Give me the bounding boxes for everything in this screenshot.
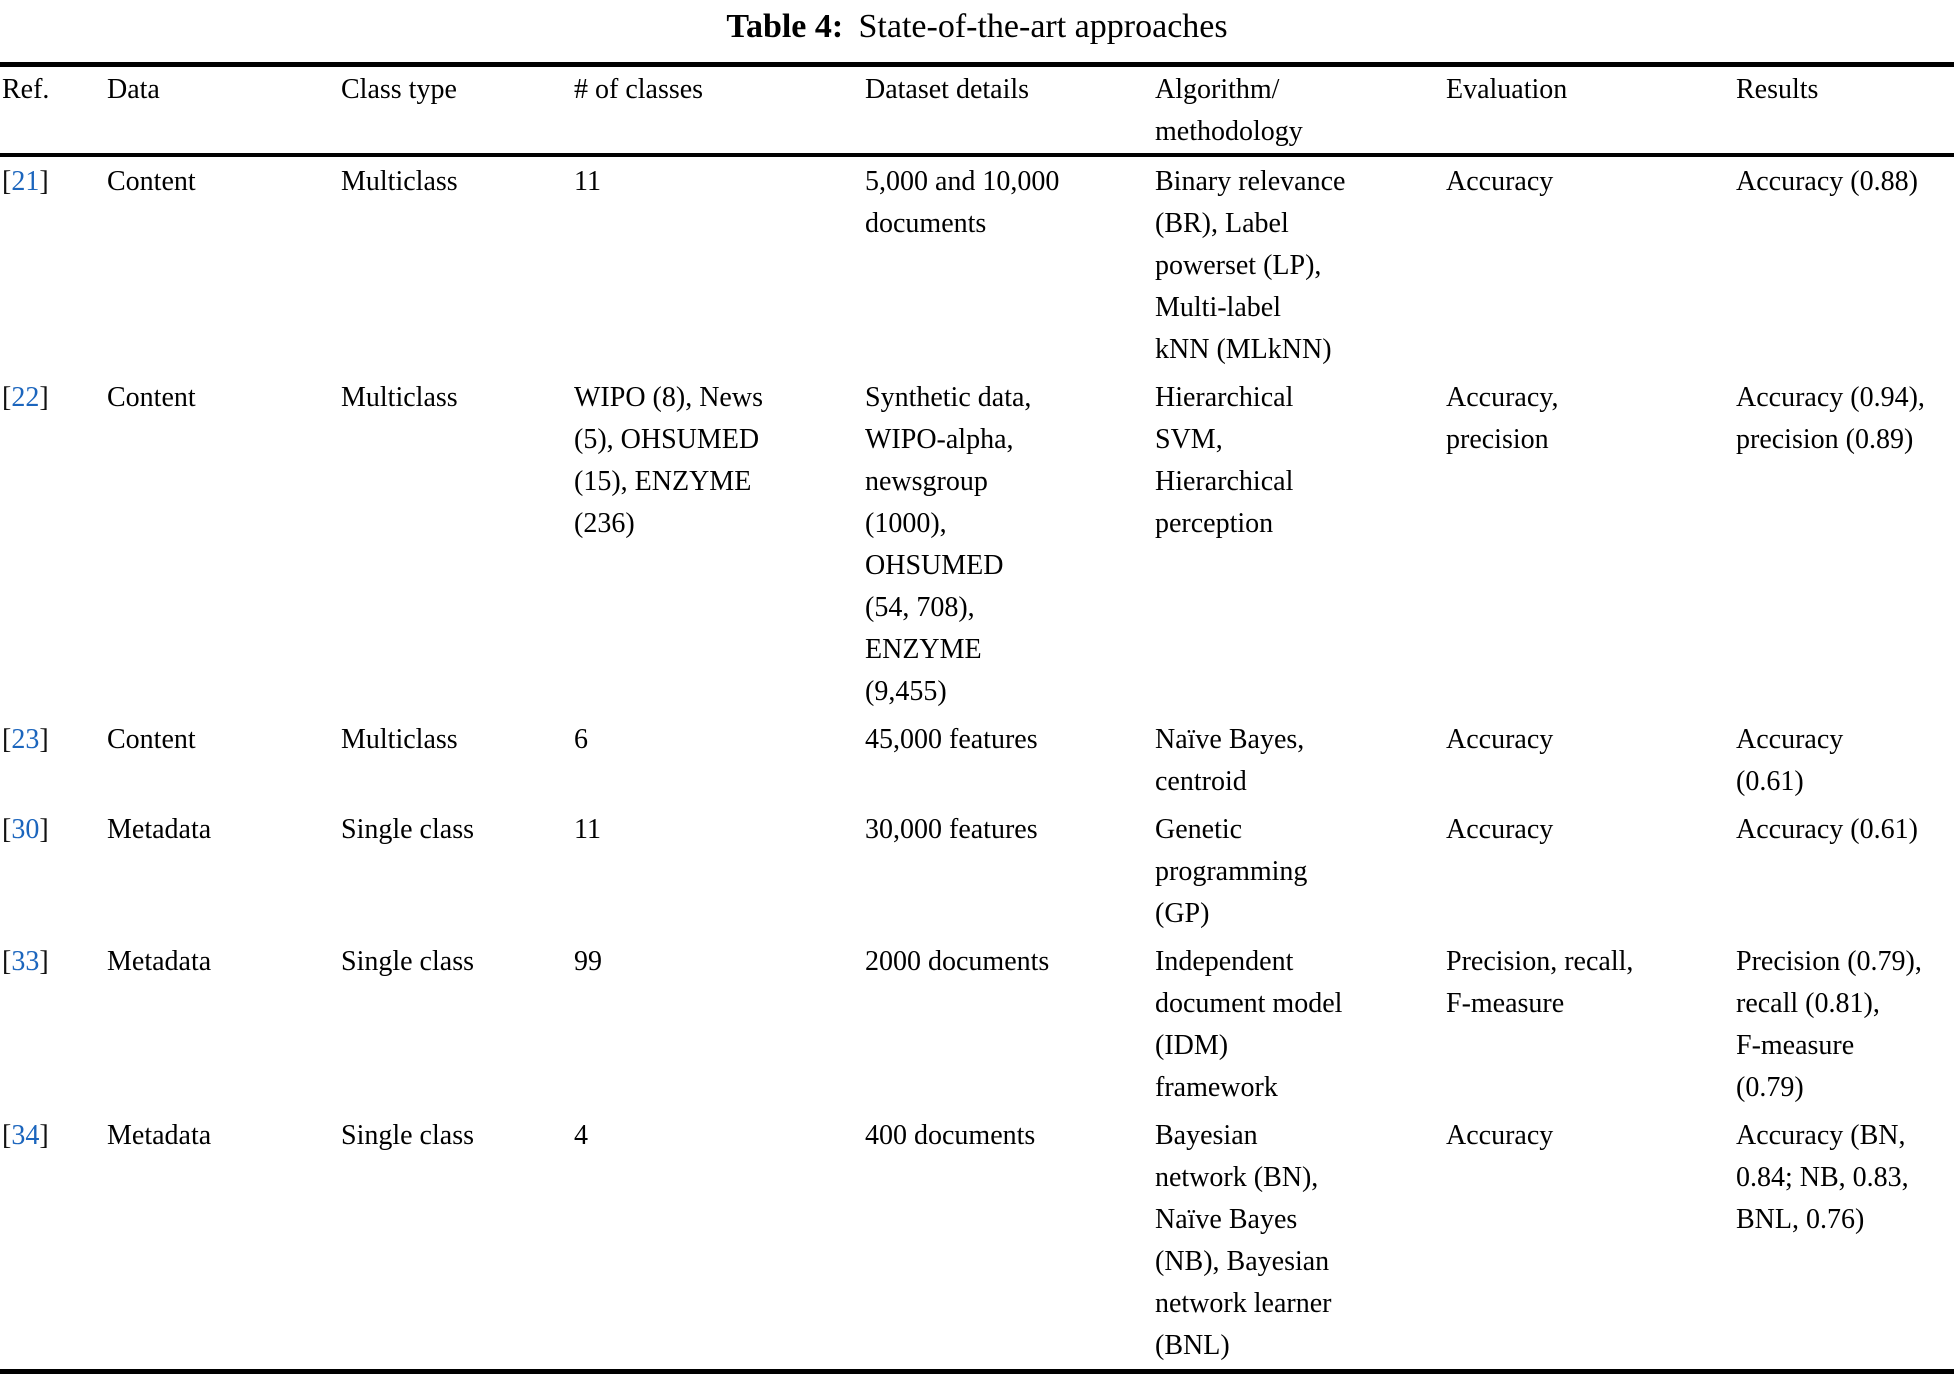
table-row: [34] Metadata Single class 4 400 documen…	[0, 1111, 1954, 1372]
table-caption-label: Table 4:	[726, 8, 844, 45]
citation-link[interactable]: 33	[11, 946, 40, 977]
ref-bracket-close: ]	[39, 814, 49, 845]
cell-algorithm: Naïve Bayes, centroid	[1155, 724, 1305, 797]
cell-ref: [30]	[0, 805, 107, 937]
table-row: [22] Content Multiclass WIPO (8), News (…	[0, 373, 1954, 715]
cell-results: Precision (0.79), recall (0.81), F-measu…	[1736, 946, 1922, 1103]
ref-bracket-open: [	[2, 814, 12, 845]
cell-data: Metadata	[107, 814, 212, 845]
cell-ref: [33]	[0, 937, 107, 1111]
ref-bracket-close: ]	[39, 724, 49, 755]
citation-link[interactable]: 34	[11, 1120, 40, 1151]
ref-bracket-open: [	[2, 166, 12, 197]
cell-evaluation: Precision, recall, F-measure	[1446, 946, 1634, 1019]
citation-link[interactable]: 23	[11, 724, 40, 755]
cell-evaluation: Accuracy, precision	[1446, 382, 1559, 455]
col-header-num-classes: # of classes	[574, 64, 865, 157]
ref-bracket-close: ]	[39, 946, 49, 977]
table-caption: Table 4: State-of-the-art approaches	[0, 0, 1954, 62]
cell-evaluation: Accuracy	[1446, 814, 1554, 845]
ref-bracket-close: ]	[39, 166, 49, 197]
col-header-algorithm: Algorithm/ methodology	[1155, 64, 1446, 157]
cell-dataset-details: 30,000 features	[865, 814, 1038, 845]
cell-data: Metadata	[107, 1120, 212, 1151]
cell-algorithm: Bayesian network (BN), Naïve Bayes (NB),…	[1155, 1120, 1332, 1361]
cell-ref: [34]	[0, 1111, 107, 1372]
cell-data: Content	[107, 724, 196, 755]
cell-dataset-details: 5,000 and 10,000 documents	[865, 166, 1060, 239]
cell-results: Accuracy (0.94), precision (0.89)	[1736, 382, 1925, 455]
header-row: Ref. Data Class type # of classes Datase…	[0, 64, 1954, 157]
cell-class-type: Single class	[341, 1120, 474, 1151]
table-row: [33] Metadata Single class 99 2000 docum…	[0, 937, 1954, 1111]
ref-bracket-close: ]	[39, 382, 49, 413]
ref-bracket-close: ]	[39, 1120, 49, 1151]
cell-results: Accuracy (0.61)	[1736, 814, 1918, 845]
cell-class-type: Single class	[341, 814, 474, 845]
citation-link[interactable]: 30	[11, 814, 40, 845]
citation-link[interactable]: 21	[11, 166, 40, 197]
cell-class-type: Single class	[341, 946, 474, 977]
cell-results: Accuracy (0.61)	[1736, 724, 1844, 797]
cell-ref: [23]	[0, 715, 107, 805]
cell-num-classes: 11	[574, 166, 601, 197]
cell-class-type: Multiclass	[341, 166, 458, 197]
cell-evaluation: Accuracy	[1446, 166, 1554, 197]
cell-dataset-details: 400 documents	[865, 1120, 1036, 1151]
cell-algorithm: Hierarchical SVM, Hierarchical perceptio…	[1155, 382, 1294, 539]
cell-data: Content	[107, 382, 196, 413]
cell-num-classes: 99	[574, 946, 602, 977]
ref-bracket-open: [	[2, 946, 12, 977]
cell-num-classes: 11	[574, 814, 601, 845]
cell-class-type: Multiclass	[341, 382, 458, 413]
cell-num-classes: 6	[574, 724, 588, 755]
ref-bracket-open: [	[2, 1120, 12, 1151]
ref-bracket-open: [	[2, 724, 12, 755]
cell-algorithm: Independent document model (IDM) framewo…	[1155, 946, 1343, 1103]
cell-evaluation: Accuracy	[1446, 1120, 1554, 1151]
table-row: [23] Content Multiclass 6 45,000 feature…	[0, 715, 1954, 805]
table-row: [21] Content Multiclass 11 5,000 and 10,…	[0, 155, 1954, 373]
cell-results: Accuracy (0.88)	[1736, 166, 1918, 197]
ref-bracket-open: [	[2, 382, 12, 413]
cell-data: Content	[107, 166, 196, 197]
cell-results: Accuracy (BN, 0.84; NB, 0.83, BNL, 0.76)	[1736, 1120, 1909, 1235]
col-header-ref: Ref.	[0, 64, 107, 157]
state-of-the-art-table: Ref. Data Class type # of classes Datase…	[0, 62, 1954, 1374]
cell-ref: [21]	[0, 155, 107, 373]
cell-algorithm: Genetic programming (GP)	[1155, 814, 1308, 929]
col-header-data: Data	[107, 64, 341, 157]
table-caption-text: State-of-the-art approaches	[858, 8, 1228, 45]
cell-evaluation: Accuracy	[1446, 724, 1554, 755]
cell-dataset-details: 45,000 features	[865, 724, 1038, 755]
cell-algorithm: Binary relevance (BR), Label powerset (L…	[1155, 166, 1346, 365]
col-header-results: Results	[1736, 64, 1954, 157]
cell-num-classes: 4	[574, 1120, 588, 1151]
col-header-class-type: Class type	[341, 64, 574, 157]
citation-link[interactable]: 22	[11, 382, 40, 413]
col-header-dataset-details: Dataset details	[865, 64, 1155, 157]
cell-dataset-details: 2000 documents	[865, 946, 1050, 977]
col-header-evaluation: Evaluation	[1446, 64, 1736, 157]
cell-class-type: Multiclass	[341, 724, 458, 755]
cell-ref: [22]	[0, 373, 107, 715]
table-row: [30] Metadata Single class 11 30,000 fea…	[0, 805, 1954, 937]
cell-num-classes: WIPO (8), News (5), OHSUMED (15), ENZYME…	[574, 382, 763, 539]
cell-data: Metadata	[107, 946, 212, 977]
cell-dataset-details: Synthetic data, WIPO-alpha, newsgroup (1…	[865, 382, 1032, 707]
